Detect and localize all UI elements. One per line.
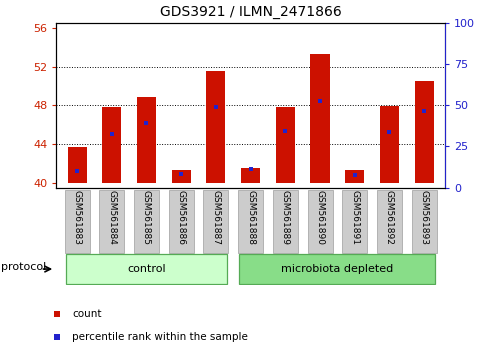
FancyBboxPatch shape <box>411 190 436 253</box>
Text: GSM561891: GSM561891 <box>349 190 359 245</box>
FancyBboxPatch shape <box>342 190 366 253</box>
Text: GSM561888: GSM561888 <box>245 190 255 245</box>
Text: control: control <box>127 264 165 274</box>
Bar <box>206 72 225 183</box>
FancyBboxPatch shape <box>307 190 332 253</box>
Text: GSM561893: GSM561893 <box>419 190 428 245</box>
Text: GSM561884: GSM561884 <box>107 190 116 245</box>
FancyBboxPatch shape <box>376 190 401 253</box>
Text: GSM561886: GSM561886 <box>176 190 185 245</box>
Text: microbiota depleted: microbiota depleted <box>281 264 393 274</box>
Text: GSM561890: GSM561890 <box>315 190 324 245</box>
Text: GSM561883: GSM561883 <box>72 190 81 245</box>
Bar <box>102 107 121 183</box>
Text: GSM561889: GSM561889 <box>280 190 289 245</box>
Bar <box>67 147 86 183</box>
Text: GSM561887: GSM561887 <box>211 190 220 245</box>
Text: GSM561885: GSM561885 <box>142 190 151 245</box>
Bar <box>310 54 329 183</box>
Title: GDS3921 / ILMN_2471866: GDS3921 / ILMN_2471866 <box>160 5 341 19</box>
Bar <box>379 106 398 183</box>
Bar <box>414 81 433 183</box>
Text: percentile rank within the sample: percentile rank within the sample <box>72 332 247 342</box>
Text: count: count <box>72 309 102 319</box>
FancyBboxPatch shape <box>168 190 193 253</box>
Bar <box>171 170 190 183</box>
FancyBboxPatch shape <box>203 190 228 253</box>
FancyBboxPatch shape <box>239 254 434 284</box>
Text: protocol: protocol <box>1 262 46 273</box>
FancyBboxPatch shape <box>99 190 124 253</box>
FancyBboxPatch shape <box>64 190 89 253</box>
Bar <box>241 168 260 183</box>
FancyBboxPatch shape <box>272 190 297 253</box>
Bar <box>137 97 156 183</box>
FancyBboxPatch shape <box>66 254 227 284</box>
Text: GSM561892: GSM561892 <box>384 190 393 245</box>
Bar <box>275 107 294 183</box>
Bar <box>345 170 364 183</box>
FancyBboxPatch shape <box>238 190 263 253</box>
FancyBboxPatch shape <box>134 190 159 253</box>
